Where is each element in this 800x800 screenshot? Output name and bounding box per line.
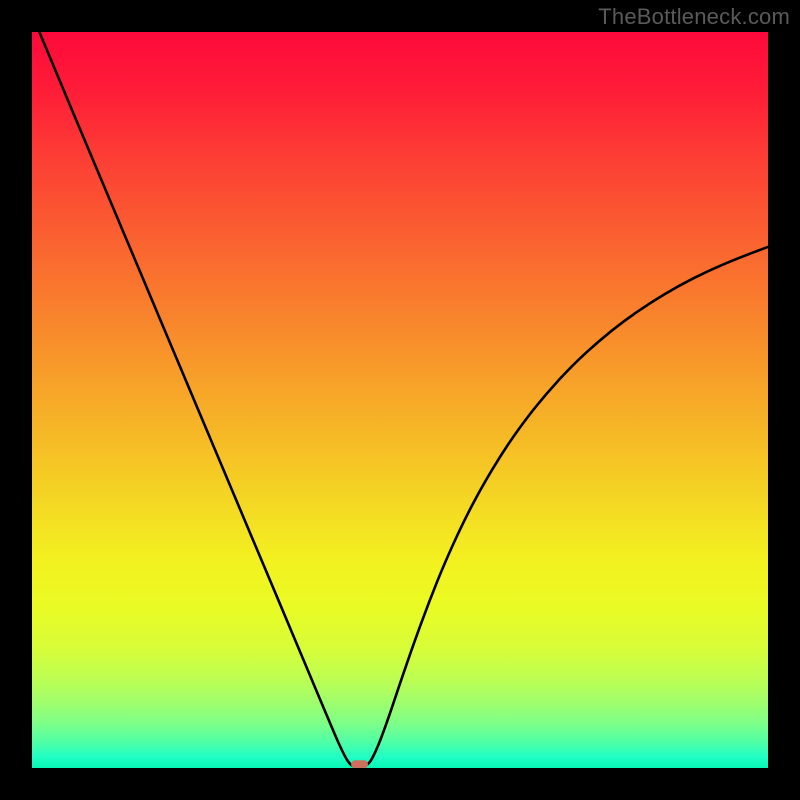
chart-svg — [32, 32, 768, 768]
watermark-text: TheBottleneck.com — [598, 4, 790, 30]
optimum-marker — [351, 760, 368, 768]
plot-area — [32, 32, 768, 768]
chart-frame: TheBottleneck.com — [0, 0, 800, 800]
gradient-background — [32, 32, 768, 768]
